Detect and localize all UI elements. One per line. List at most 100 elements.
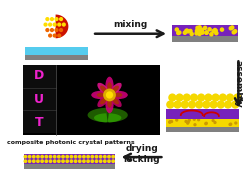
Ellipse shape — [100, 97, 107, 104]
Circle shape — [54, 17, 59, 21]
Circle shape — [24, 155, 27, 159]
Circle shape — [219, 93, 227, 102]
Text: mixing: mixing — [113, 20, 148, 29]
Circle shape — [54, 28, 59, 32]
FancyBboxPatch shape — [23, 65, 56, 88]
Circle shape — [59, 17, 63, 21]
Circle shape — [207, 27, 212, 32]
Ellipse shape — [107, 82, 112, 91]
Circle shape — [103, 155, 107, 159]
Ellipse shape — [109, 83, 122, 95]
Circle shape — [52, 22, 57, 27]
Circle shape — [48, 33, 52, 38]
Circle shape — [217, 100, 225, 109]
Circle shape — [211, 29, 216, 33]
Ellipse shape — [113, 93, 122, 97]
Circle shape — [44, 155, 48, 159]
Circle shape — [32, 159, 36, 163]
Circle shape — [24, 159, 27, 163]
Circle shape — [198, 28, 202, 33]
Circle shape — [234, 121, 237, 125]
Circle shape — [188, 119, 191, 122]
Circle shape — [59, 28, 63, 32]
Circle shape — [213, 29, 218, 33]
Circle shape — [106, 91, 113, 99]
Text: composite photonic crystal patterns: composite photonic crystal patterns — [7, 140, 135, 145]
Circle shape — [195, 29, 199, 33]
Circle shape — [62, 22, 66, 27]
Circle shape — [57, 155, 61, 159]
Circle shape — [49, 155, 52, 159]
Circle shape — [190, 93, 198, 102]
Circle shape — [111, 155, 115, 159]
Circle shape — [95, 159, 98, 163]
Circle shape — [181, 100, 189, 109]
Circle shape — [176, 31, 181, 35]
Circle shape — [211, 119, 215, 122]
Circle shape — [188, 100, 196, 109]
Circle shape — [57, 159, 61, 163]
Text: D: D — [34, 69, 44, 82]
Circle shape — [213, 28, 217, 32]
Circle shape — [86, 155, 90, 159]
Ellipse shape — [110, 91, 128, 99]
Circle shape — [28, 159, 32, 163]
Ellipse shape — [112, 86, 119, 93]
Circle shape — [50, 17, 54, 21]
Circle shape — [168, 93, 176, 102]
Circle shape — [233, 93, 241, 102]
Circle shape — [184, 120, 188, 123]
Circle shape — [36, 155, 40, 159]
Circle shape — [189, 32, 194, 36]
Circle shape — [232, 30, 236, 35]
Circle shape — [36, 159, 40, 163]
Circle shape — [175, 93, 184, 102]
Circle shape — [78, 155, 82, 159]
FancyBboxPatch shape — [166, 126, 239, 132]
Circle shape — [32, 155, 36, 159]
Circle shape — [74, 159, 78, 163]
Circle shape — [61, 155, 65, 159]
Circle shape — [166, 100, 174, 109]
Polygon shape — [56, 15, 68, 42]
Circle shape — [185, 28, 189, 33]
Circle shape — [220, 27, 224, 32]
Circle shape — [69, 159, 73, 163]
Circle shape — [107, 155, 111, 159]
Circle shape — [65, 155, 69, 159]
Circle shape — [205, 122, 208, 125]
Circle shape — [197, 118, 200, 121]
Circle shape — [193, 123, 197, 126]
Circle shape — [52, 33, 57, 38]
Circle shape — [168, 120, 172, 123]
Circle shape — [231, 100, 239, 109]
Ellipse shape — [91, 91, 110, 99]
Circle shape — [103, 159, 107, 163]
Circle shape — [187, 120, 190, 124]
Circle shape — [209, 100, 218, 109]
Circle shape — [45, 28, 50, 32]
Circle shape — [65, 159, 69, 163]
Circle shape — [43, 22, 48, 27]
Polygon shape — [87, 108, 108, 122]
Circle shape — [199, 30, 203, 35]
Circle shape — [211, 93, 220, 102]
Circle shape — [107, 159, 111, 163]
Circle shape — [228, 123, 232, 126]
Circle shape — [186, 122, 189, 125]
Circle shape — [174, 100, 182, 109]
FancyBboxPatch shape — [26, 54, 87, 60]
Circle shape — [53, 159, 57, 163]
Text: drying: drying — [125, 144, 158, 153]
Circle shape — [195, 100, 203, 109]
Ellipse shape — [100, 86, 107, 93]
Circle shape — [204, 30, 209, 35]
Circle shape — [99, 159, 103, 163]
Circle shape — [214, 31, 219, 36]
FancyBboxPatch shape — [23, 111, 56, 133]
FancyBboxPatch shape — [24, 154, 115, 163]
Circle shape — [202, 100, 210, 109]
Circle shape — [203, 26, 207, 30]
FancyBboxPatch shape — [23, 88, 56, 111]
Circle shape — [188, 29, 193, 33]
